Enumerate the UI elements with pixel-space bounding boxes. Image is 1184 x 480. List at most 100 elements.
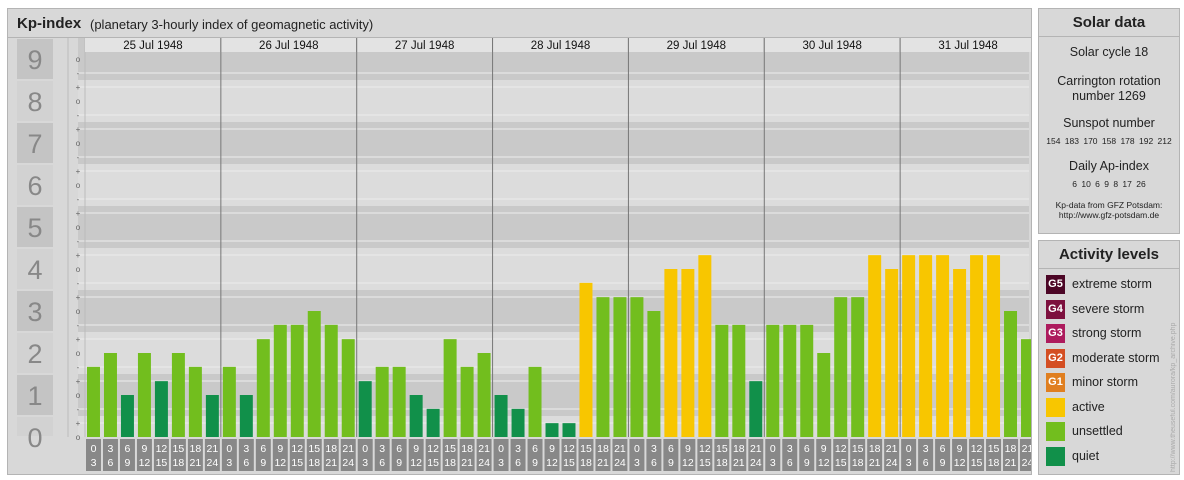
interval-cell: [816, 439, 832, 471]
kp-bar: [885, 269, 899, 437]
kp-bar: [732, 324, 746, 437]
interval-end-label: 9: [396, 457, 402, 469]
y-label-band: [17, 81, 53, 121]
interval-cell: [357, 439, 373, 471]
interval-end-label: 21: [190, 457, 202, 469]
kp-bar: [647, 311, 661, 437]
kp-bar: [783, 324, 797, 437]
interval-end-label: 3: [770, 457, 776, 469]
kp-bar: [953, 269, 967, 437]
interval-start-label: 15: [988, 443, 1000, 455]
kp-bar: [154, 381, 168, 437]
activity-level-label: quiet: [1072, 448, 1100, 463]
interval-end-label: 21: [733, 457, 745, 469]
chart-header: Kp-index (planetary 3-hourly index of ge…: [8, 9, 1031, 38]
interval-end-label: 18: [444, 457, 456, 469]
interval-end-label: 3: [91, 457, 97, 469]
interval-cell: [952, 439, 968, 471]
interval-end-label: 12: [274, 457, 286, 469]
interval-start-label: 9: [685, 443, 691, 455]
interval-cell: [391, 439, 407, 471]
interval-end-label: 15: [291, 457, 303, 469]
interval-start-label: 3: [515, 443, 521, 455]
data-credit-link[interactable]: http://www.gfz-potsdam.de: [1058, 210, 1160, 220]
interval-cell: [102, 439, 118, 471]
watermark: http://www.theuseful.com/aurora/kp_archi…: [1170, 258, 1179, 472]
interval-start-label: 3: [108, 443, 114, 455]
interval-end-label: 18: [308, 457, 320, 469]
day-header-cell: [900, 38, 1031, 52]
interval-end-label: 3: [226, 457, 232, 469]
interval-start-label: 0: [634, 443, 640, 455]
interval-start-label: 21: [342, 443, 354, 455]
kp-bar: [749, 381, 763, 437]
y-sub-label: -: [77, 153, 80, 162]
interval-cell: [306, 439, 322, 471]
interval-cell: [272, 439, 288, 471]
interval-start-label: 21: [750, 443, 762, 455]
interval-start-label: 15: [852, 443, 864, 455]
kp-bar: [698, 255, 712, 437]
interval-start-label: 21: [207, 443, 219, 455]
interval-start-label: 0: [770, 443, 776, 455]
interval-end-label: 21: [869, 457, 881, 469]
interval-cell: [153, 439, 169, 471]
interval-cell: [323, 439, 339, 471]
y-sub-label: o: [76, 349, 81, 358]
interval-start-label: 18: [869, 443, 881, 455]
interval-start-label: 3: [651, 443, 657, 455]
interval-start-label: 0: [498, 443, 504, 455]
interval-start-label: 12: [427, 443, 439, 455]
interval-start-label: 12: [563, 443, 575, 455]
activity-level-swatch: G3: [1046, 324, 1065, 343]
interval-start-label: 9: [413, 443, 419, 455]
interval-cell: [86, 439, 101, 471]
interval-cell: [204, 439, 220, 471]
interval-end-label: 15: [971, 457, 983, 469]
activity-level-label: unsettled: [1072, 424, 1123, 438]
day-label: 27 Jul 1948: [395, 40, 454, 52]
ap-index-label: Daily Ap-index: [1069, 159, 1149, 173]
y-tick-label: 7: [27, 129, 42, 159]
interval-start-label: 15: [173, 443, 185, 455]
interval-cell: [561, 439, 577, 471]
day-label: 28 Jul 1948: [531, 40, 590, 52]
kp-bar: [188, 366, 202, 437]
interval-cell: [476, 439, 492, 471]
interval-start-label: 15: [580, 443, 592, 455]
activity-level-label: strong storm: [1072, 326, 1142, 340]
kp-bar: [222, 366, 236, 437]
kp-bar: [477, 353, 491, 437]
day-header-cell: [628, 38, 765, 52]
activity-level-label: moderate storm: [1072, 350, 1160, 365]
y-tick-label: 1: [27, 381, 42, 411]
interval-start-label: 12: [156, 443, 168, 455]
y-sub-label: o: [76, 55, 81, 64]
chart-title: Kp-index: [17, 15, 82, 32]
interval-start-label: 18: [190, 443, 202, 455]
interval-start-label: 6: [532, 443, 538, 455]
interval-start-label: 18: [325, 443, 337, 455]
y-sub-label: -: [77, 195, 80, 204]
interval-cell: [510, 439, 526, 471]
interval-start-label: 6: [940, 443, 946, 455]
kp-bar: [596, 297, 610, 437]
y-sub-label: +: [76, 125, 81, 134]
interval-cell: [493, 439, 509, 471]
y-sub-label: -: [77, 279, 80, 288]
interval-start-label: 3: [923, 443, 929, 455]
y-sub-label: +: [76, 83, 81, 92]
interval-end-label: 24: [1022, 457, 1031, 469]
watermark-text: http://www.theuseful.com/aurora/kp_archi…: [1170, 322, 1177, 472]
ap-index-values: 6 10 6 9 8 17 26: [1072, 179, 1146, 189]
activity-level-label: severe storm: [1072, 301, 1145, 316]
interval-cell: [680, 439, 696, 471]
y-sub-label: o: [76, 223, 81, 232]
y-label-band: [17, 249, 53, 289]
kp-bar: [494, 395, 508, 437]
kp-bar: [103, 353, 117, 437]
interval-cell: [238, 439, 254, 471]
activity-level-swatch: [1046, 422, 1065, 441]
kp-bar: [239, 395, 253, 437]
interval-cell: [1020, 439, 1031, 471]
